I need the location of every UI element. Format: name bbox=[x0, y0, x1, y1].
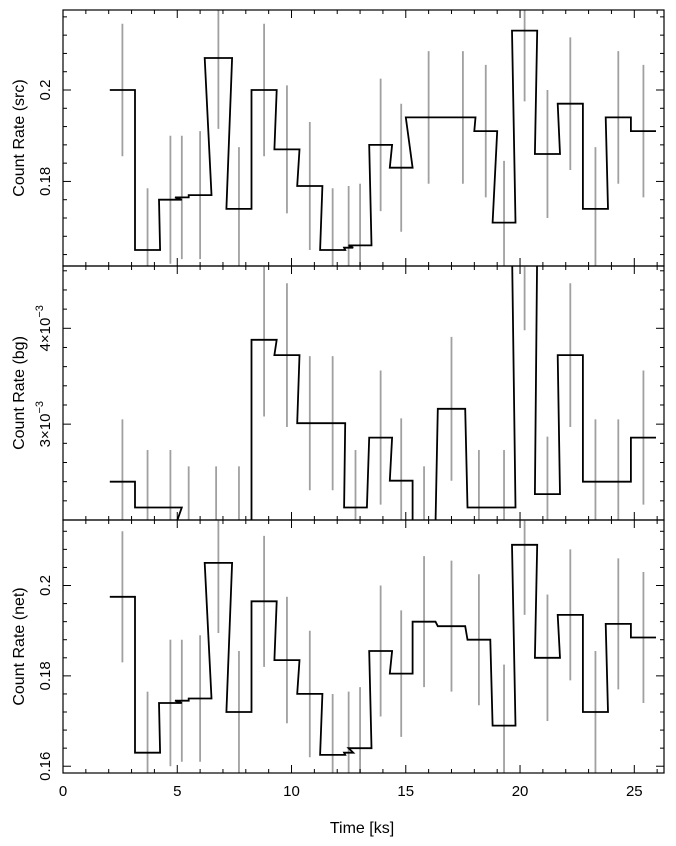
y-axis-title: Count Rate (src) bbox=[11, 79, 28, 196]
y-axis-title: Count Rate (bg) bbox=[11, 336, 28, 450]
plot-content bbox=[109, 10, 656, 266]
x-tick-label: 0 bbox=[59, 783, 67, 800]
y-tick-label: 3×10−3 bbox=[34, 401, 54, 447]
y-tick-label: 0.2 bbox=[37, 575, 54, 596]
y-tick-label: 4×10−3 bbox=[34, 305, 54, 351]
x-tick-label: 20 bbox=[512, 783, 529, 800]
step-line bbox=[109, 266, 656, 520]
panel-net: 0.16 0.18 0.2 Count Rate (net) 0 5 10 15 20 25 bbox=[11, 519, 665, 800]
panel-frame bbox=[62, 519, 665, 774]
step-line bbox=[109, 29, 656, 251]
y-tick-label: 0.18 bbox=[37, 661, 54, 690]
plot-content bbox=[109, 266, 656, 520]
y-tick-label: 0.2 bbox=[37, 80, 54, 101]
x-tick-label: 10 bbox=[283, 783, 300, 800]
x-tick-label: 5 bbox=[173, 783, 181, 800]
y-axis-title: Count Rate (net) bbox=[11, 587, 28, 705]
x-tick-label: 15 bbox=[397, 783, 414, 800]
x-tick-label: 25 bbox=[626, 783, 643, 800]
step-line bbox=[109, 543, 656, 756]
y-tick-label: 0.18 bbox=[37, 167, 54, 196]
plot-content bbox=[109, 520, 656, 773]
y-tick-label: 0.16 bbox=[37, 752, 54, 781]
panel-src: 0.18 0.2 Count Rate (src) bbox=[11, 9, 665, 267]
x-axis-title: Time [ks] bbox=[330, 820, 394, 837]
